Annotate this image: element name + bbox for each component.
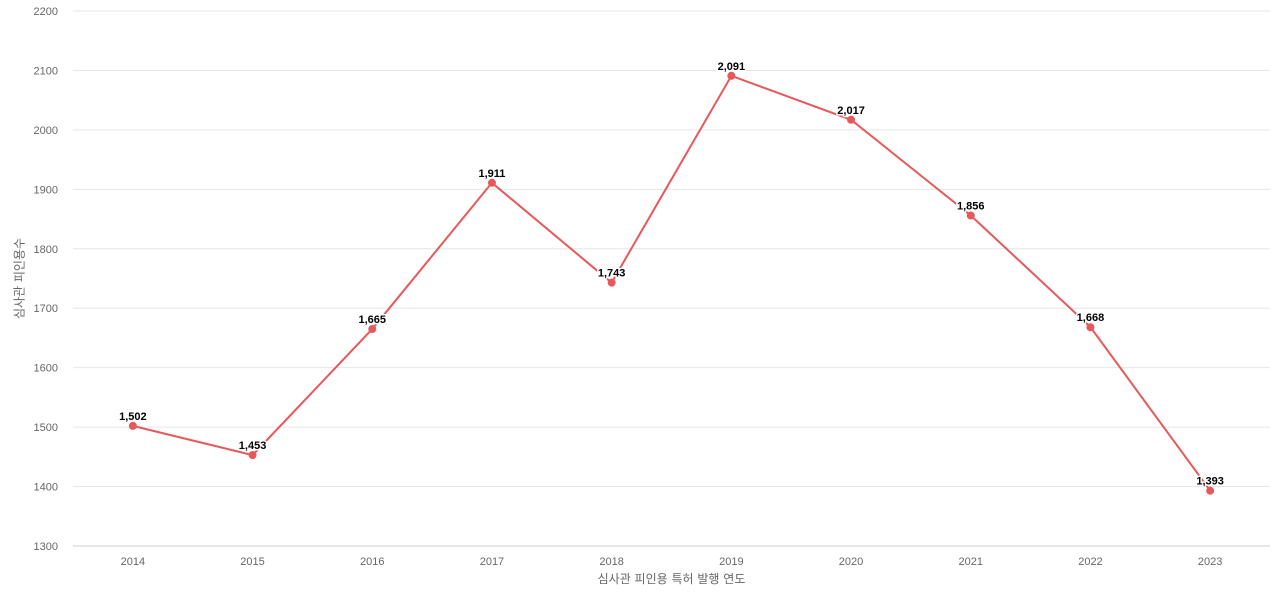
x-tick-label: 2018 xyxy=(599,556,623,568)
data-label: 1,911 xyxy=(478,168,505,180)
y-axis-title: 심사관 피인용수 xyxy=(13,238,27,319)
x-tick-label: 2014 xyxy=(121,556,145,568)
data-point[interactable] xyxy=(607,278,616,287)
data-point[interactable] xyxy=(1086,323,1095,332)
y-tick-label: 2000 xyxy=(34,125,58,137)
x-tick-label: 2015 xyxy=(240,556,264,568)
data-point[interactable] xyxy=(368,325,377,334)
x-axis: 2014 2015 2016 2017 2018 2019 2020 2021 2022 2023 xyxy=(121,556,1223,568)
y-axis: 1300 1400 1500 1600 1700 1800 1900 2000 2100 2200 xyxy=(34,6,58,553)
data-label: 2,091 xyxy=(718,61,746,73)
data-label: 1,743 xyxy=(598,268,626,280)
x-axis-title: 심사관 피인용 특허 발행 연도 xyxy=(598,571,746,586)
data-point[interactable] xyxy=(248,451,257,460)
y-tick-label: 1800 xyxy=(34,244,58,256)
series-layer xyxy=(128,71,1215,495)
data-label: 2,017 xyxy=(837,105,865,117)
data-label: 1,393 xyxy=(1196,476,1224,488)
data-point[interactable] xyxy=(128,421,137,430)
data-point[interactable] xyxy=(847,115,856,124)
data-label: 1,502 xyxy=(119,411,147,423)
y-tick-label: 1600 xyxy=(34,363,58,375)
x-tick-label: 2016 xyxy=(360,556,384,568)
x-tick-label: 2017 xyxy=(480,556,504,568)
data-point[interactable] xyxy=(727,71,736,80)
x-tick-label: 2022 xyxy=(1078,556,1102,568)
x-tick-label: 2023 xyxy=(1198,556,1222,568)
data-label-layer: 1,502 1,453 1,665 1,911 1,743 2,091 2,017 1,856… xyxy=(118,59,1226,489)
y-tick-label: 1500 xyxy=(34,422,58,434)
y-tick-label: 1300 xyxy=(34,541,58,553)
data-point[interactable] xyxy=(966,211,975,220)
y-tick-label: 1400 xyxy=(34,482,58,494)
y-tick-label: 2200 xyxy=(34,6,58,18)
data-point[interactable] xyxy=(487,178,496,187)
y-tick-label: 1900 xyxy=(34,184,58,196)
y-tick-label: 1700 xyxy=(34,303,58,315)
series-line xyxy=(132,74,1212,492)
x-tick-label: 2020 xyxy=(839,556,863,568)
x-tick-label: 2019 xyxy=(719,556,743,568)
data-point[interactable] xyxy=(1206,486,1215,495)
data-label: 1,665 xyxy=(358,314,386,326)
grid-layer xyxy=(73,10,1270,547)
x-tick-label: 2021 xyxy=(959,556,983,568)
data-label: 1,668 xyxy=(1077,312,1105,324)
y-tick-label: 2100 xyxy=(34,65,58,77)
data-label: 1,856 xyxy=(957,200,985,212)
data-label: 1,453 xyxy=(239,440,267,452)
